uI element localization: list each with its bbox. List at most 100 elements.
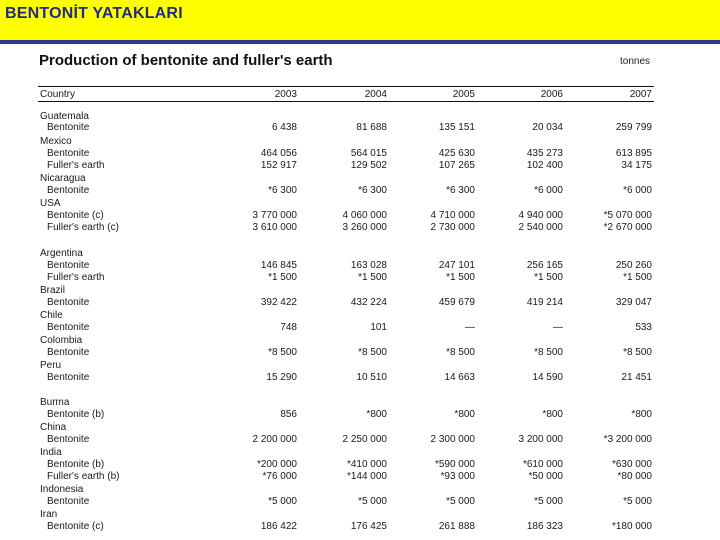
product-label: Fuller's earth — [47, 160, 105, 171]
value-cell-2006: — — [553, 322, 563, 333]
value-cell-2007: *6 000 — [623, 185, 652, 196]
product-label: Bentonite — [47, 148, 90, 159]
value-cell-2003: 2 200 000 — [252, 434, 298, 445]
value-cell-2003: 152 917 — [260, 160, 297, 171]
table-row: Fuller's earth 152 917 129 502 107 265 102 4… — [0, 160, 720, 172]
value-cell-2006: *610 000 — [522, 459, 563, 470]
country-row: Chile — [0, 310, 720, 322]
value-cell-2006: 20 034 — [532, 122, 563, 133]
table-row: Bentonite *5 000 *5 000 *5 000 *5 000 *5 000 — [0, 496, 720, 508]
banner-divider — [0, 40, 720, 44]
value-cell-2005: *800 — [454, 409, 475, 420]
country-name: USA — [40, 198, 61, 209]
value-cell-2004: 129 502 — [350, 160, 387, 171]
value-cell-2006: *1 500 — [534, 272, 563, 283]
value-cell-2005: 14 663 — [444, 372, 475, 383]
value-cell-2003: 146 845 — [260, 260, 297, 271]
value-cell-2007: 250 260 — [615, 260, 652, 271]
value-cell-2003: *76 000 — [262, 471, 297, 482]
product-label: Bentonite — [47, 372, 90, 383]
value-cell-2004: *1 500 — [358, 272, 387, 283]
value-cell-2005: — — [465, 322, 475, 333]
value-cell-2005: *5 000 — [446, 496, 475, 507]
value-cell-2005: *93 000 — [440, 471, 475, 482]
value-cell-2007: 259 799 — [615, 122, 652, 133]
product-label: Bentonite — [47, 122, 90, 133]
value-cell-2006: *8 500 — [534, 347, 563, 358]
country-column-header: Country — [40, 89, 76, 100]
value-cell-2006: 256 165 — [526, 260, 563, 271]
value-cell-2004: 176 425 — [350, 521, 387, 532]
value-cell-2004: *8 500 — [358, 347, 387, 358]
country-row: Peru — [0, 360, 720, 372]
country-name: Colombia — [40, 335, 83, 346]
value-cell-2007: 613 895 — [615, 148, 652, 159]
country-name: Peru — [40, 360, 62, 371]
table-row: Fuller's earth (b) *76 000 *144 000 *93 000… — [0, 471, 720, 483]
table-row: Bentonite (c) 3 770 000 4 060 000 4 710 000… — [0, 210, 720, 222]
value-cell-2005: 2 300 000 — [430, 434, 476, 445]
slide-title: BENTONİT YATAKLARI — [5, 5, 183, 22]
product-label: Fuller's earth — [47, 272, 105, 283]
country-row: Mexico — [0, 136, 720, 148]
value-cell-2005: 4 710 000 — [430, 210, 476, 221]
value-cell-2005: *8 500 — [446, 347, 475, 358]
value-cell-2006: 4 940 000 — [518, 210, 564, 221]
value-cell-2005: *6 300 — [446, 185, 475, 196]
value-cell-2004: *410 000 — [346, 459, 387, 470]
value-cell-2007: 329 047 — [615, 297, 652, 308]
country-name: China — [40, 422, 67, 433]
value-cell-2004: *800 — [366, 409, 387, 420]
value-cell-2003: *200 000 — [256, 459, 297, 470]
year-header-2005: 2005 — [452, 89, 475, 100]
country-row: Colombia — [0, 335, 720, 347]
table-row: Bentonite (c) 186 422 176 425 261 888 186 32… — [0, 521, 720, 533]
value-cell-2006: 14 590 — [532, 372, 563, 383]
value-cell-2007: 533 — [635, 322, 652, 333]
country-row: Argentina — [0, 248, 720, 260]
value-cell-2006: 2 540 000 — [518, 222, 564, 233]
value-cell-2006: *5 000 — [534, 496, 563, 507]
value-cell-2007: *8 500 — [623, 347, 652, 358]
table-row: Fuller's earth (c) 3 610 000 3 260 000 2 73… — [0, 222, 720, 234]
product-label: Fuller's earth (c) — [47, 222, 119, 233]
table-row: Bentonite 6 438 81 688 135 151 20 034 259 799 — [0, 122, 720, 134]
product-label: Fuller's earth (b) — [47, 471, 120, 482]
value-cell-2006: 435 273 — [526, 148, 563, 159]
country-name: Guatemala — [40, 111, 89, 122]
country-row: Brazil — [0, 285, 720, 297]
table-row: Bentonite 2 200 000 2 250 000 2 300 000 3 20… — [0, 434, 720, 446]
table-row: Bentonite *6 300 *6 300 *6 300 *6 000 *6 000 — [0, 185, 720, 197]
product-label: Bentonite (b) — [47, 459, 105, 470]
value-cell-2003: 748 — [280, 322, 297, 333]
value-cell-2005: *590 000 — [434, 459, 475, 470]
value-cell-2005: *1 500 — [446, 272, 475, 283]
table-row: Bentonite 748 101 — — 533 — [0, 322, 720, 334]
country-row: USA — [0, 198, 720, 210]
country-row: Indonesia — [0, 484, 720, 496]
header-top-rule — [38, 86, 654, 87]
value-cell-2006: 3 200 000 — [518, 434, 564, 445]
country-name: Iran — [40, 509, 58, 520]
value-cell-2003: 392 422 — [260, 297, 297, 308]
table-row: Bentonite 392 422 432 224 459 679 419 214 329… — [0, 297, 720, 309]
country-name: Mexico — [40, 136, 72, 147]
value-cell-2007: *800 — [631, 409, 652, 420]
product-label: Bentonite — [47, 322, 90, 333]
value-cell-2003: *1 500 — [268, 272, 297, 283]
value-cell-2007: *2 670 000 — [603, 222, 652, 233]
unit-label: tonnes — [620, 56, 651, 67]
title-banner: BENTONİT YATAKLARI — [0, 0, 720, 40]
country-name: Chile — [40, 310, 63, 321]
value-cell-2004: 432 224 — [350, 297, 387, 308]
country-row: Burma — [0, 397, 720, 409]
value-cell-2007: *1 500 — [623, 272, 652, 283]
value-cell-2004: *144 000 — [346, 471, 387, 482]
value-cell-2004: 564 015 — [350, 148, 387, 159]
product-label: Bentonite (c) — [47, 521, 104, 532]
value-cell-2003: *6 300 — [268, 185, 297, 196]
value-cell-2007: *180 000 — [611, 521, 652, 532]
value-cell-2006: 186 323 — [526, 521, 563, 532]
value-cell-2005: 107 265 — [438, 160, 475, 171]
value-cell-2003: 464 056 — [260, 148, 297, 159]
